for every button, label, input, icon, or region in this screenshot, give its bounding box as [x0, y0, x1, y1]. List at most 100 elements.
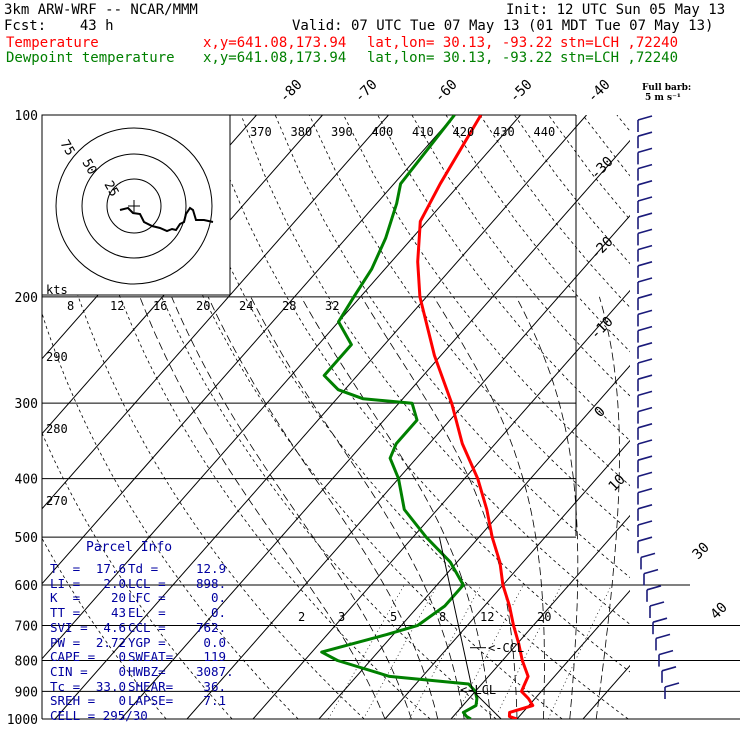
parcel-info-cell: CIN =: [50, 663, 88, 679]
theta-label: 370: [250, 125, 272, 139]
dry-adiabat-line: [42, 149, 365, 719]
dry-adiabat-line: [685, 115, 740, 719]
parcel-info-cell: 898.: [196, 575, 227, 591]
hodo-ring-label: 75: [57, 138, 78, 159]
mixing-ratio-label: 8: [439, 610, 446, 624]
theta-label: 380: [291, 125, 313, 139]
moist-adiabat-line: [595, 296, 620, 719]
barb-legend-line1: Full barb:: [642, 83, 692, 93]
hodo-ring-label: 50: [79, 157, 100, 178]
parcel-info-cell: TT =: [50, 605, 81, 621]
dry-adiabat-line: [240, 115, 630, 625]
dry-adiabat-line: [274, 115, 630, 579]
thetae-label: 290: [46, 350, 68, 364]
parcel-info-cell: 7.1: [203, 693, 226, 709]
parcel-info-cell: PW =: [50, 634, 81, 650]
parcel-info-cell: 4.6: [103, 619, 126, 635]
dry-adiabat-line: [514, 115, 630, 265]
wind-barb: [637, 390, 653, 397]
wind-barb: [658, 649, 674, 656]
mixing-ratio-line: [494, 584, 562, 719]
wind-barb: [652, 617, 668, 623]
wind-barb: [637, 293, 653, 299]
parcel-info-cell: LAPSE=: [128, 693, 174, 709]
pressure-tick-label: 800: [15, 654, 38, 669]
barb-legend: Full barb: 5 m s⁻¹: [642, 83, 691, 103]
mixing-ratio-line: [409, 584, 482, 719]
wind-barb: [637, 406, 653, 413]
parcel-info-cell: 0.: [210, 590, 226, 606]
wind-barb: [637, 423, 653, 429]
dry-adiabat-line: [309, 115, 630, 532]
wind-barb: [637, 471, 653, 478]
dry-adiabat-line: [445, 115, 630, 353]
parcel-info-cell: CAPE =: [50, 649, 96, 665]
hodo-speed-label: 16: [153, 299, 167, 313]
hodograph-ring: [55, 127, 213, 285]
isotherm-label: -10: [588, 314, 617, 343]
parcel-info-cell: 20: [110, 590, 126, 606]
wind-barb: [655, 633, 671, 640]
hodo-ring-label: 25: [101, 179, 122, 200]
isotherm-line: [450, 514, 630, 719]
pressure-tick-label: 900: [15, 685, 38, 700]
mixing-ratio-label: 12: [480, 610, 494, 624]
isotherm-label: 40: [708, 600, 731, 623]
moist-adiabat-line: [250, 296, 465, 719]
parcel-info-cell: SWEAT=: [128, 649, 174, 665]
dry-adiabat-line: [42, 537, 167, 719]
parcel-cell: CELL = 295/30: [50, 708, 148, 723]
ccl-label: <-CCL: [488, 641, 524, 655]
parcel-info-cell: LI =: [50, 575, 81, 591]
parcel-info-cell: SREH =: [50, 693, 96, 709]
parcel-info-cell: CCL =: [128, 619, 166, 635]
wind-barb: [637, 244, 653, 251]
wind-barb: [637, 309, 653, 316]
dry-adiabat-line: [69, 115, 431, 719]
parcel-info-cell: 2.72: [95, 634, 126, 650]
hodograph-trace: [119, 206, 214, 233]
dry-adiabat-line: [651, 115, 740, 719]
xy-coords-temp: x,y=641.08,173.94: [203, 35, 347, 51]
dry-adiabat-line: [42, 432, 233, 719]
latlon-dew: lat,lon= 30.13, -93.22: [367, 50, 553, 66]
isotherm-label: 10: [606, 472, 629, 495]
isotherm-line: [715, 115, 740, 719]
isotherm-label: -60: [432, 77, 461, 106]
isotherm-label: 30: [690, 540, 713, 563]
parcel-info-cell: Td =: [128, 561, 159, 576]
wind-barb: [637, 520, 653, 526]
valid-time: Valid: 07 UTC Tue 07 May 13 (01 MDT Tue …: [292, 18, 714, 34]
hodograph-ring: [81, 153, 187, 259]
theta-label: 400: [372, 125, 394, 139]
parcel-info-cell: 43: [110, 605, 126, 621]
wind-barb: [637, 487, 653, 494]
hodograph-ring: [106, 178, 162, 234]
wind-barb: [643, 568, 659, 575]
isotherm-label: -40: [585, 77, 614, 106]
parcel-info-cell: Tc =: [50, 678, 81, 694]
latlon-temp: lat,lon= 30.13, -93.22: [367, 35, 553, 51]
xy-coords-dew: x,y=641.08,173.94: [203, 50, 347, 66]
isotherm-line: [42, 115, 389, 510]
parcel-info-cell: LFC =: [128, 590, 166, 606]
pressure-tick-label: 100: [15, 109, 38, 124]
hodograph-background: [42, 115, 230, 295]
parcel-info-cell: LCL =: [128, 575, 166, 591]
dry-adiabat-line: [206, 115, 630, 673]
forecast-hour: Fcst: 43 h: [4, 18, 114, 34]
parcel-info-cell: 12.9: [196, 561, 227, 576]
isotherm-line: [120, 139, 630, 719]
isotherm-label: -80: [277, 77, 306, 106]
theta-label: 440: [534, 125, 556, 139]
parcel-info-cell: 3087.: [196, 663, 234, 679]
isotherm-label: -30: [588, 154, 617, 183]
legend-temperature: Temperature: [6, 35, 99, 51]
hodo-speed-label: 28: [282, 299, 296, 313]
init-time: Init: 12 UTC Sun 05 May 13: [506, 2, 726, 18]
isotherm-line: [318, 364, 630, 719]
mixing-ratio-label: 20: [537, 610, 551, 624]
mixing-ratio-label: 3: [338, 610, 345, 624]
hodo-speed-label: 12: [110, 299, 124, 313]
isotherm-line: [252, 289, 630, 719]
